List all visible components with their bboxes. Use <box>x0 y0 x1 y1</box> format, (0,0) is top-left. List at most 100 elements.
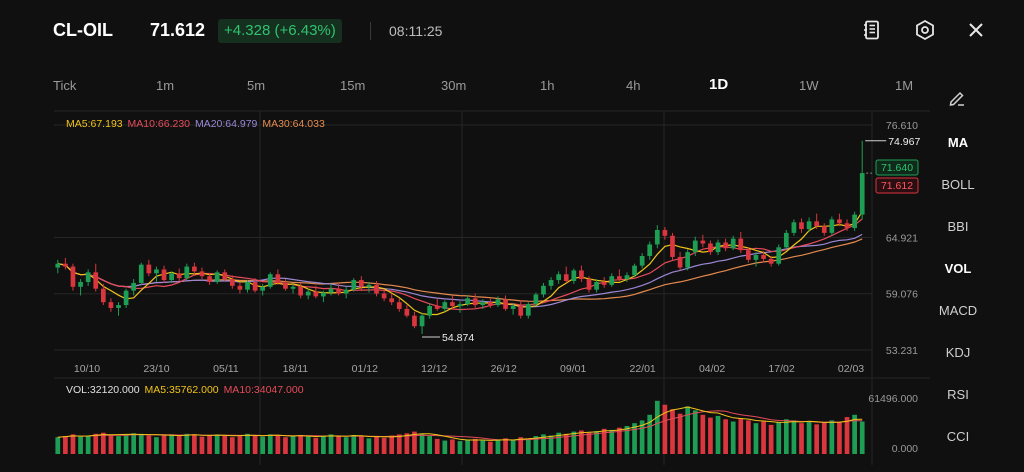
timeframe-tabs: Tick 1m 5m 15m 30m 1h 4h 1D 1W 1M <box>0 68 930 102</box>
candle-body <box>93 272 99 289</box>
volume-bar <box>670 409 675 454</box>
volume-bar <box>78 436 83 454</box>
volume-bar <box>427 436 432 454</box>
ma5-line <box>57 211 863 316</box>
indicator-boll[interactable]: BOLL <box>941 177 975 192</box>
volume-bar <box>321 435 326 454</box>
tab-1d[interactable]: 1D <box>709 76 729 93</box>
volume-bar <box>639 420 645 454</box>
date-axis-label: 10/10 <box>74 363 100 375</box>
tab-15m[interactable]: 15m <box>340 78 366 93</box>
ma5-value: MA5:67.193 <box>66 118 123 130</box>
indicator-ma[interactable]: MA <box>947 135 969 150</box>
candle-body <box>283 282 288 289</box>
volume-bar <box>457 441 463 454</box>
indicator-macd[interactable]: MACD <box>938 303 978 318</box>
candle-body <box>192 266 197 272</box>
volume-bar <box>594 431 599 454</box>
volume-bar <box>472 438 478 454</box>
candle-body <box>412 315 417 327</box>
candle-body <box>199 271 205 277</box>
volume-bar <box>495 439 501 454</box>
volume-bar <box>761 421 766 454</box>
candle-body <box>821 226 827 233</box>
draw-pencil-icon[interactable] <box>946 86 968 108</box>
volume-bar <box>715 415 721 454</box>
candle-body <box>548 280 554 286</box>
tab-1h[interactable]: 1h <box>540 78 555 93</box>
volume-ma5-line <box>57 406 863 441</box>
candle-body <box>586 279 592 290</box>
tab-1m-month[interactable]: 1M <box>895 78 914 93</box>
vol-ma5-value: MA5:35762.000 <box>144 384 219 396</box>
volume-bar <box>63 436 68 454</box>
candle-body <box>692 240 698 253</box>
volume-bar <box>852 414 857 454</box>
candle-body <box>336 288 341 294</box>
volume-bar <box>465 440 470 454</box>
price-axis-label: 59.076 <box>886 289 918 301</box>
volume-bar <box>723 419 728 454</box>
volume-bar <box>336 436 341 454</box>
indicator-kdj[interactable]: KDJ <box>945 345 971 360</box>
volume-bar <box>541 434 546 454</box>
volume-legend: VOL:32120.000 MA5:35762.000 MA10:34047.0… <box>66 384 306 396</box>
candle-body <box>351 280 357 290</box>
tab-tick[interactable]: Tick <box>53 78 77 93</box>
tab-30m[interactable]: 30m <box>441 78 467 93</box>
close-icon[interactable] <box>963 17 989 43</box>
ma20-line <box>57 233 863 308</box>
candle-body <box>442 302 448 309</box>
volume-bar <box>662 404 668 454</box>
indicator-bbi[interactable]: BBI <box>947 219 969 234</box>
header-bar: CL-OIL 71.612 +4.328 (+6.43%) 08:11:25 <box>0 0 1024 62</box>
candle-body <box>123 290 129 306</box>
volume-bar <box>814 424 820 454</box>
candle-body <box>396 302 402 309</box>
volume-bar <box>381 437 387 454</box>
tab-1m[interactable]: 1m <box>156 78 175 93</box>
candle-body <box>214 272 220 282</box>
symbol-title: CL-OIL <box>53 20 113 40</box>
candle-body <box>138 264 144 283</box>
indicator-vol[interactable]: VOL <box>944 261 972 276</box>
candle-body <box>465 298 470 305</box>
candle-body <box>374 284 379 294</box>
candle-body <box>806 221 812 230</box>
volume-bar <box>533 436 539 454</box>
candle-body <box>419 315 425 327</box>
volume-bar <box>123 434 129 454</box>
volume-bar <box>237 436 243 454</box>
volume-ma-lines <box>57 406 863 441</box>
candle-body <box>525 304 531 316</box>
volume-bar <box>222 434 228 454</box>
volume-bar <box>85 435 91 454</box>
tab-5m[interactable]: 5m <box>247 78 266 93</box>
last-price: 71.612 <box>150 20 206 40</box>
candle-body <box>556 274 562 281</box>
volume-bar <box>374 436 379 454</box>
header-divider <box>370 22 371 40</box>
settings-hex-icon[interactable] <box>912 17 938 43</box>
volume-bar <box>609 429 615 454</box>
candle-body <box>859 173 865 215</box>
tab-4h[interactable]: 4h <box>626 78 641 93</box>
volume-bar <box>116 436 121 454</box>
notebook-icon[interactable] <box>859 17 885 43</box>
volume-bar <box>821 422 827 454</box>
annotations: 74.967 54.874 71.640 71.612 <box>422 136 920 344</box>
volume-bar <box>579 430 584 454</box>
ma-legend: MA5:67.193 MA10:66.230 MA20:64.979 MA30:… <box>66 118 327 130</box>
indicator-cci[interactable]: CCI <box>946 429 970 444</box>
candle-body <box>457 304 463 307</box>
low-label: 54.874 <box>442 332 474 344</box>
volume-bar <box>488 441 493 454</box>
candle-body <box>844 223 850 229</box>
date-axis-label: 18/11 <box>283 363 309 375</box>
volume-bar <box>260 436 266 454</box>
tab-1w[interactable]: 1W <box>799 78 819 93</box>
volume-bar <box>791 420 797 454</box>
volume-bar <box>442 440 448 454</box>
indicator-rsi[interactable]: RSI <box>947 387 969 402</box>
